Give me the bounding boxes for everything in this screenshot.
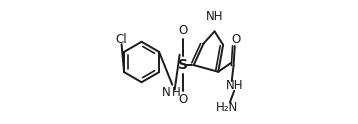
Text: O: O [178,93,187,106]
Text: S: S [178,58,188,72]
Text: NH: NH [226,79,243,92]
Text: H₂N: H₂N [216,101,238,114]
Text: Cl: Cl [115,33,127,46]
Text: O: O [178,24,187,37]
Text: H: H [172,86,181,99]
Text: NH: NH [206,10,223,23]
Text: O: O [231,33,241,46]
Text: N: N [161,86,170,99]
